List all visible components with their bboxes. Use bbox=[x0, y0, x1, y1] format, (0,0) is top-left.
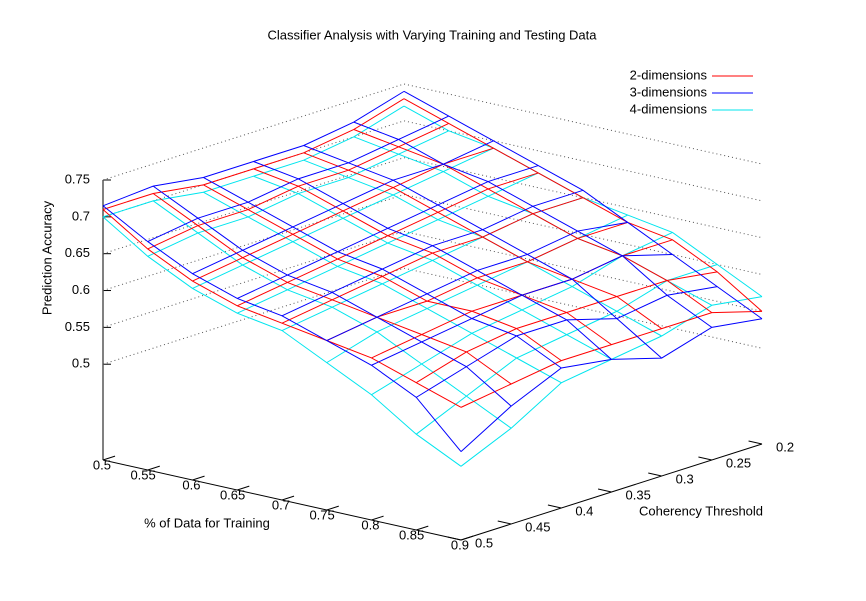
mesh-line bbox=[303, 152, 662, 330]
x-tick-label: 0.9 bbox=[451, 537, 469, 552]
y-tick-label: 0.35 bbox=[626, 487, 651, 502]
z-tick-label: 0.55 bbox=[65, 319, 90, 334]
legend-label: 2-dimensions bbox=[630, 67, 708, 82]
legend-label: 4-dimensions bbox=[630, 101, 708, 116]
mesh-line bbox=[353, 121, 713, 328]
grid-line bbox=[102, 230, 763, 328]
x-tick-label: 0.5 bbox=[93, 457, 111, 472]
mesh-line bbox=[353, 129, 713, 314]
x-tick bbox=[147, 465, 160, 471]
x-tick-label: 0.55 bbox=[130, 467, 155, 482]
y-tick-label: 0.5 bbox=[475, 535, 493, 550]
y-axis-label: Coherency Threshold bbox=[639, 503, 763, 518]
z-tick-label: 0.6 bbox=[72, 282, 90, 297]
mesh-line bbox=[102, 216, 462, 467]
x-tick-label: 0.85 bbox=[399, 527, 424, 542]
mesh-line bbox=[253, 168, 612, 346]
x-tick-label: 0.7 bbox=[272, 497, 290, 512]
mesh-line bbox=[203, 184, 562, 362]
grid-line bbox=[102, 83, 763, 181]
mesh-line bbox=[203, 177, 562, 369]
y-tick-label: 0.25 bbox=[726, 455, 751, 470]
y-tick-label: 0.45 bbox=[525, 519, 550, 534]
x-tick bbox=[237, 485, 250, 491]
mesh-line bbox=[152, 200, 512, 429]
x-tick bbox=[102, 455, 116, 461]
x-tick-label: 0.8 bbox=[361, 517, 379, 532]
x-tick bbox=[371, 515, 384, 521]
y-tick-label: 0.3 bbox=[676, 471, 694, 486]
x-tick-label: 0.75 bbox=[309, 507, 334, 522]
x-tick bbox=[281, 495, 295, 501]
x-tick-label: 0.65 bbox=[220, 487, 245, 502]
y-tick bbox=[547, 504, 562, 509]
z-tick-label: 0.5 bbox=[72, 356, 90, 371]
y-tick bbox=[447, 536, 462, 541]
y-tick bbox=[698, 456, 712, 461]
y-tick-label: 0.2 bbox=[776, 439, 794, 454]
mesh-line bbox=[203, 191, 562, 384]
z-axis-label: Prediction Accuracy bbox=[39, 200, 54, 315]
x-tick bbox=[192, 475, 205, 481]
y-tick bbox=[597, 488, 612, 493]
grid-line bbox=[102, 194, 763, 292]
mesh-line bbox=[403, 90, 763, 320]
grid-line bbox=[102, 267, 763, 365]
x-tick bbox=[460, 535, 474, 541]
mesh-line bbox=[253, 161, 612, 360]
z-tick-label: 0.65 bbox=[65, 245, 90, 260]
y-tick bbox=[748, 440, 763, 445]
y-tick-label: 0.4 bbox=[575, 503, 593, 518]
chart-title: Classifier Analysis with Varying Trainin… bbox=[267, 27, 597, 42]
x-tick bbox=[416, 525, 429, 531]
x-tick bbox=[326, 505, 339, 511]
y-tick bbox=[648, 472, 662, 477]
z-tick-label: 0.75 bbox=[65, 171, 90, 186]
mesh-line bbox=[102, 205, 462, 452]
mesh-line bbox=[403, 98, 763, 312]
mesh-line bbox=[152, 185, 512, 407]
mesh-line bbox=[303, 145, 662, 359]
grid-line bbox=[102, 120, 763, 218]
y-tick bbox=[497, 520, 512, 525]
mesh-line bbox=[102, 209, 462, 408]
mesh-line bbox=[152, 193, 512, 385]
grid-line bbox=[102, 157, 763, 255]
legend-label: 3-dimensions bbox=[630, 84, 708, 99]
x-tick-label: 0.6 bbox=[182, 477, 200, 492]
mesh-line bbox=[253, 175, 612, 360]
z-tick-label: 0.7 bbox=[72, 208, 90, 223]
x-axis-label: % of Data for Training bbox=[144, 515, 270, 530]
